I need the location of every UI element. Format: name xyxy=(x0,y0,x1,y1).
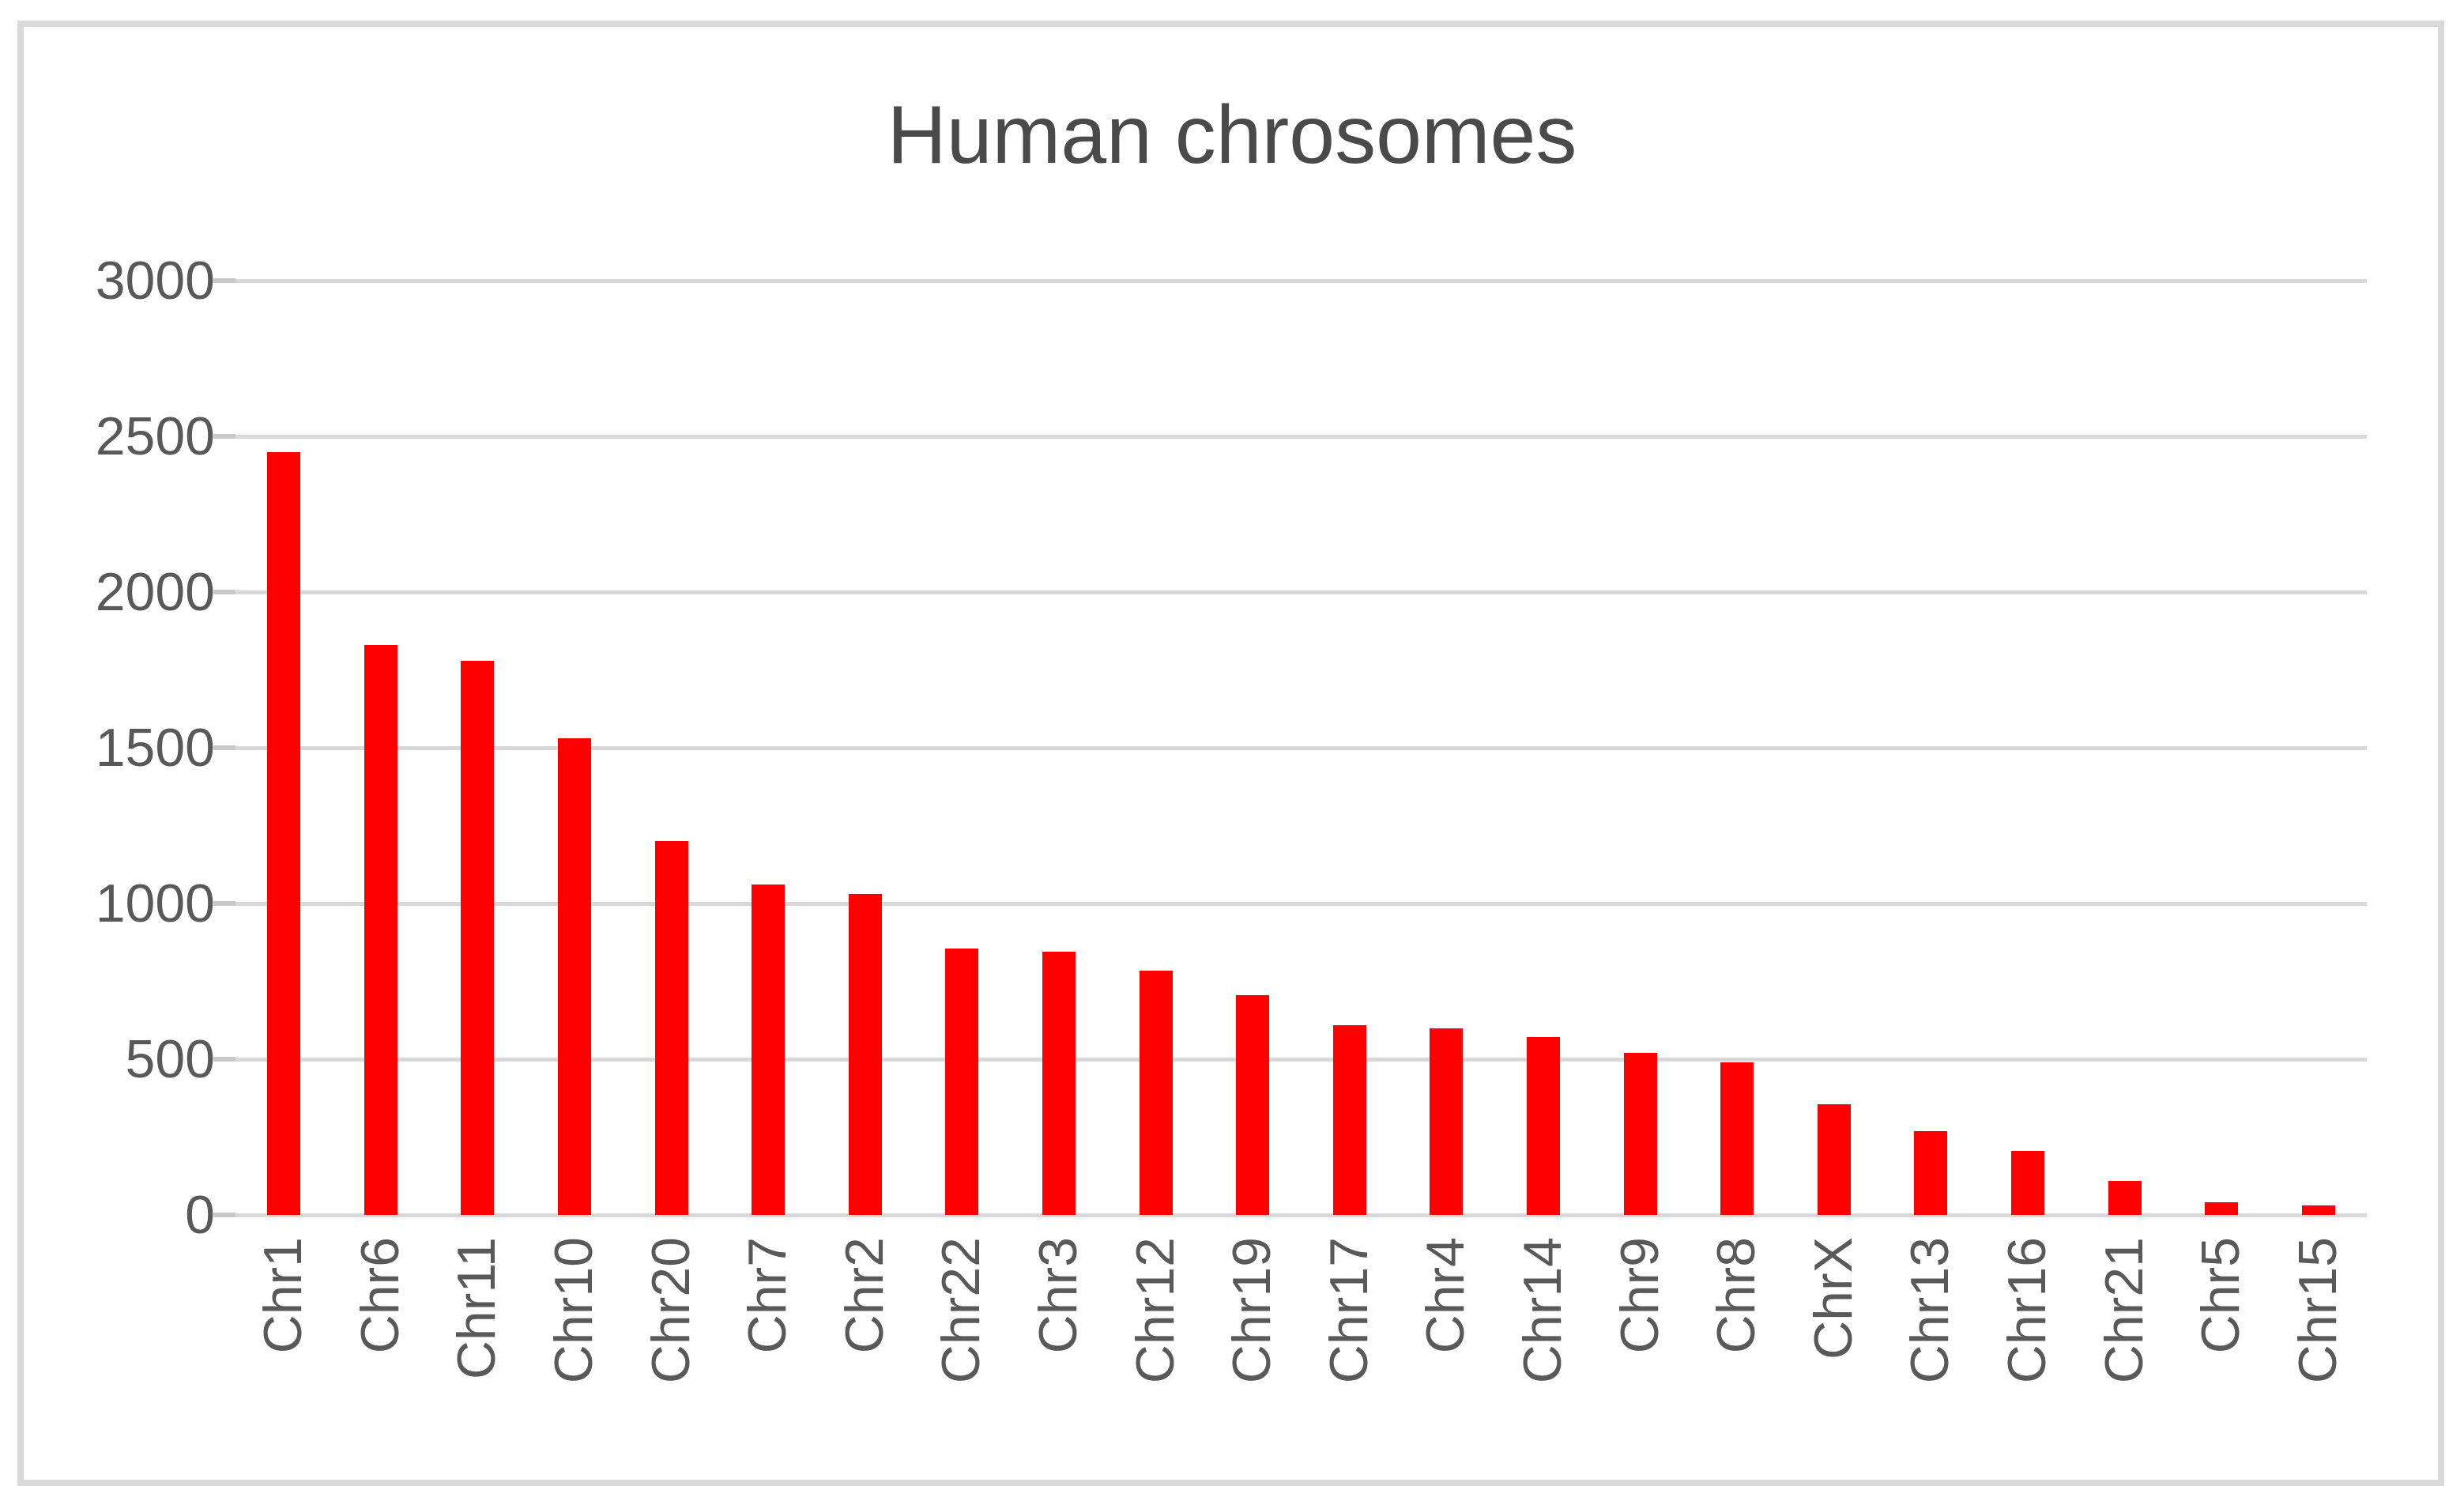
y-axis-tick-label-0: 0 xyxy=(185,1185,215,1245)
y-axis-tickmark-2500 xyxy=(213,434,235,439)
y-axis-tickmark-2000 xyxy=(213,590,235,594)
x-axis-label-chr10: Chr10 xyxy=(544,1237,604,1384)
gridline-0 xyxy=(235,1213,2367,1217)
gridline-500 xyxy=(235,1058,2367,1062)
x-axis-label-chr11: Chr11 xyxy=(446,1237,507,1380)
x-axis-label-chr14: Chr14 xyxy=(1513,1237,1573,1384)
bar-chr4 xyxy=(1430,1028,1463,1215)
gridline-3000 xyxy=(235,279,2367,283)
x-axis-label-chr22: Chr22 xyxy=(931,1237,991,1384)
y-axis-tick-label-2500: 2500 xyxy=(95,406,215,466)
bar-chr12 xyxy=(1140,971,1173,1215)
x-axis-label-chr2: Chr2 xyxy=(835,1237,895,1354)
x-axis-label-chr5: Chr5 xyxy=(2191,1237,2251,1354)
chart-border xyxy=(17,21,2444,1486)
x-axis-label-chr1: Chr1 xyxy=(253,1237,313,1354)
bar-chr1 xyxy=(267,452,300,1215)
x-axis-label-chr7: Chr7 xyxy=(737,1237,797,1354)
plot-area: 0 500 1000 1500 2000 2500 3000 Chr1 Chr6 Chr11 Chr… xyxy=(96,252,2367,1383)
bar-chr8 xyxy=(1720,1062,1754,1215)
x-axis-label-chr15: Chr15 xyxy=(2288,1237,2348,1384)
y-axis-tickmark-3000 xyxy=(213,278,235,283)
bar-chr2 xyxy=(849,894,882,1215)
bar-chr22 xyxy=(945,949,978,1215)
x-axis-label-chr4: Chr4 xyxy=(1415,1237,1475,1354)
bar-chr15 xyxy=(2302,1205,2335,1215)
bar-chr21 xyxy=(2108,1181,2142,1215)
x-axis-label-chr17: Chr17 xyxy=(1319,1237,1379,1384)
y-axis-tickmark-0 xyxy=(213,1213,235,1217)
gridline-1000 xyxy=(235,902,2367,906)
gridline-1500 xyxy=(235,746,2367,750)
x-axis-label-chr12: Chr12 xyxy=(1125,1237,1185,1384)
gridline-2500 xyxy=(235,435,2367,439)
bar-chr7 xyxy=(752,885,785,1215)
x-axis-label-chrx: ChrX xyxy=(1803,1237,1863,1360)
bar-chr11 xyxy=(461,661,494,1215)
y-axis-tick-label-2000: 2000 xyxy=(95,562,215,622)
bar-chr20 xyxy=(655,841,688,1215)
bar-chr14 xyxy=(1527,1037,1560,1215)
y-axis-tickmark-500 xyxy=(213,1057,235,1062)
x-axis-label-chr20: Chr20 xyxy=(641,1237,701,1384)
bar-chr17 xyxy=(1333,1025,1366,1215)
y-axis-tick-label-500: 500 xyxy=(125,1029,215,1089)
x-axis-label-chr16: Chr16 xyxy=(1997,1237,2057,1384)
y-axis-tickmark-1000 xyxy=(213,901,235,906)
bar-chr13 xyxy=(1914,1131,1947,1215)
y-axis-tick-label-3000: 3000 xyxy=(95,251,215,311)
x-axis-label-chr19: Chr19 xyxy=(1222,1237,1282,1384)
x-axis-label-chr8: Chr8 xyxy=(1706,1237,1766,1354)
y-axis-tick-label-1500: 1500 xyxy=(95,718,215,778)
y-axis-tick-label-1000: 1000 xyxy=(95,873,215,934)
bar-chr6 xyxy=(364,645,397,1215)
x-axis-label-chr13: Chr13 xyxy=(1900,1237,1960,1384)
x-axis-label-chr21: Chr21 xyxy=(2094,1237,2154,1384)
bar-chrx xyxy=(1818,1104,1851,1215)
bar-chr19 xyxy=(1236,995,1269,1215)
bar-chr9 xyxy=(1624,1053,1657,1215)
x-axis-label-chr6: Chr6 xyxy=(350,1237,410,1354)
x-axis-label-chr3: Chr3 xyxy=(1028,1237,1088,1354)
bar-chr16 xyxy=(2011,1151,2044,1215)
x-axis-label-chr9: Chr9 xyxy=(1610,1237,1670,1354)
bar-chr10 xyxy=(558,738,591,1215)
y-axis-tickmark-1500 xyxy=(213,745,235,750)
chart-title: Human chrosomes xyxy=(887,89,1577,181)
bar-chr5 xyxy=(2205,1202,2238,1215)
bar-chr3 xyxy=(1042,952,1076,1215)
gridline-2000 xyxy=(235,590,2367,594)
